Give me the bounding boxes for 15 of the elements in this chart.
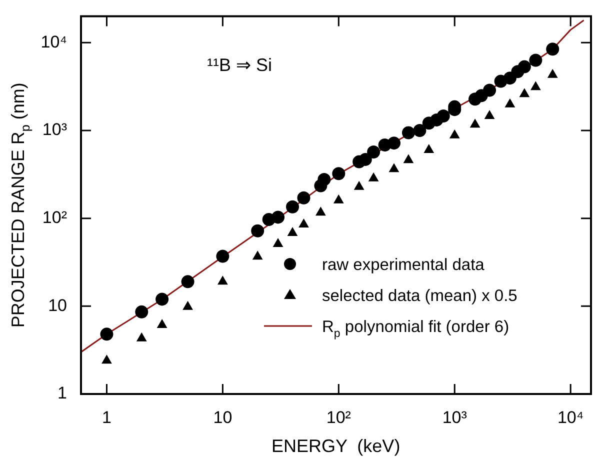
y-tick-label: 10⁴ [40,32,67,52]
legend-label: raw experimental data [322,256,486,274]
x-tick-label: 10 [213,408,232,427]
x-tick-label: 10³ [442,408,468,427]
y-tick-label: 10³ [42,120,68,140]
x-tick-label: 1 [102,408,112,427]
y-tick-label: 10² [42,208,68,228]
x-tick-label: 10² [326,408,352,427]
x-tick-label: 10⁴ [557,408,584,427]
x-axis-title: ENERGY (keV) [271,436,400,456]
y-tick-label: 1 [58,384,67,403]
y-tick-label: 10 [48,296,67,315]
y-axis-title: PROJECTED RANGE Rp (nm) [8,82,32,328]
annotation: ¹¹B ⇒ Si [207,55,272,76]
legend-label: selected data (mean) x 0.5 [322,287,518,305]
